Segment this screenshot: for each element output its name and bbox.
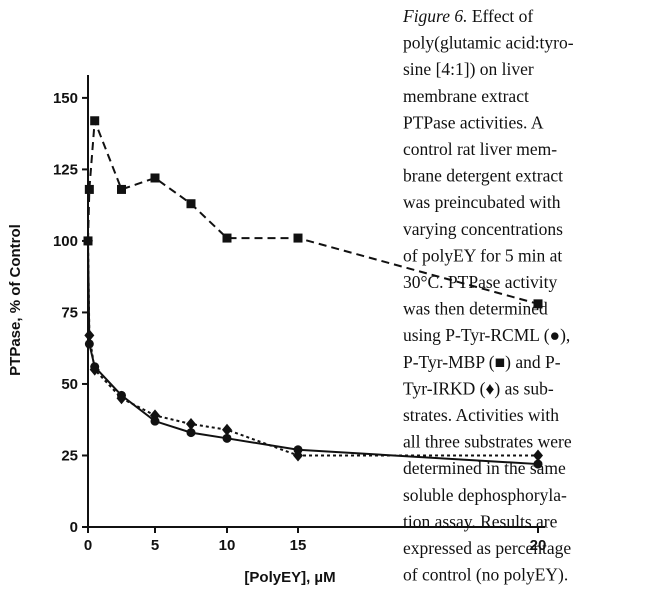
marker — [222, 423, 232, 436]
caption-line: poly(glutamic acid:tyro- — [403, 33, 574, 53]
x-tick-label: 20 — [530, 537, 547, 554]
caption-line: was then determined — [403, 299, 548, 319]
x-tick-label: 5 — [151, 537, 159, 554]
marker — [84, 339, 94, 349]
caption-line: Tyr-IRKD (♦) as sub- — [403, 378, 554, 398]
marker — [84, 184, 94, 194]
series-line — [87, 120, 539, 305]
caption-line: was preincubated with — [403, 192, 561, 212]
y-tick-label: 100 — [53, 233, 78, 250]
marker — [150, 173, 160, 183]
caption-line: varying concentrations — [403, 219, 563, 239]
caption-text: Effect of — [472, 6, 534, 26]
caption-line: control rat liver mem- — [403, 139, 557, 159]
y-tick-label: 25 — [61, 447, 78, 464]
y-tick-label: 50 — [61, 376, 78, 393]
x-tick-label: 15 — [290, 537, 307, 554]
marker — [186, 199, 196, 209]
y-tick-label: 0 — [70, 519, 78, 536]
caption-line: brane detergent extract — [403, 166, 563, 186]
caption-line: tion assay. Results are — [403, 511, 558, 531]
caption-line: of polyEY for 5 min at — [403, 245, 562, 265]
x-tick-label: 0 — [84, 537, 92, 554]
caption-line: expressed as percentage — [403, 538, 571, 558]
caption-line: PTPase activities. A — [403, 112, 544, 132]
caption-line: strates. Activities with — [403, 405, 559, 425]
caption-line: Figure 6. Effect of — [402, 6, 533, 26]
marker — [533, 459, 543, 469]
marker — [150, 409, 160, 422]
y-tick-label: 150 — [53, 90, 78, 107]
caption-label: Figure 6. — [402, 6, 467, 26]
y-axis-label: PTPase, % of Control — [7, 224, 24, 376]
caption-line: sine [4:1]) on liver — [403, 59, 534, 79]
marker — [186, 428, 196, 438]
marker — [117, 184, 126, 194]
marker — [533, 299, 543, 309]
caption-line: membrane extract — [403, 86, 529, 106]
caption-line: of control (no polyEY). — [403, 565, 568, 585]
marker — [116, 392, 127, 405]
caption-line: 30°C. PTPase activity — [403, 272, 558, 292]
y-tick-label: 125 — [53, 161, 78, 178]
marker — [293, 233, 303, 243]
caption-line: P-Tyr-MBP (■) and P- — [403, 352, 561, 372]
marker — [293, 449, 303, 462]
marker — [222, 233, 232, 243]
caption-line: using P-Tyr-RCML (●), — [403, 325, 570, 345]
marker — [222, 433, 232, 443]
marker — [84, 329, 95, 342]
caption-line: soluble dephosphoryla- — [403, 485, 567, 505]
marker — [90, 116, 100, 126]
x-axis-label: [PolyEY], µM — [244, 569, 335, 586]
x-tick-label: 10 — [219, 537, 236, 554]
marker — [89, 363, 100, 376]
marker — [533, 449, 543, 462]
marker — [83, 234, 93, 247]
y-tick-label: 75 — [61, 304, 78, 321]
caption-line: all three substrates were — [403, 432, 572, 452]
marker — [186, 418, 196, 431]
